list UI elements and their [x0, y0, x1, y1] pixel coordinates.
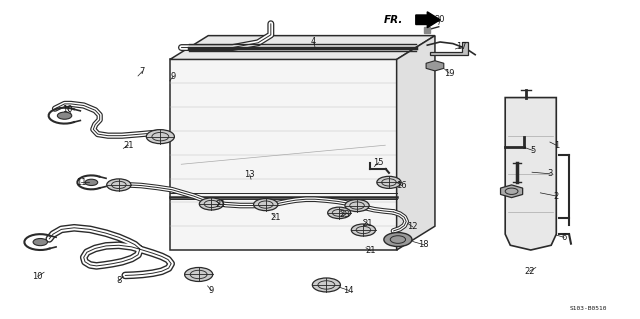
Circle shape — [312, 278, 340, 292]
Polygon shape — [500, 185, 523, 197]
Polygon shape — [426, 61, 444, 71]
Polygon shape — [430, 42, 468, 55]
Text: FR.: FR. — [384, 15, 403, 25]
Text: 10: 10 — [33, 272, 43, 281]
Text: 6: 6 — [561, 233, 566, 242]
Polygon shape — [505, 98, 556, 250]
Circle shape — [58, 112, 72, 119]
Circle shape — [199, 198, 223, 210]
Circle shape — [33, 239, 47, 246]
Text: S103-B0510: S103-B0510 — [570, 306, 607, 311]
Text: 5: 5 — [531, 146, 536, 155]
Text: 16: 16 — [396, 181, 407, 190]
Circle shape — [184, 268, 212, 281]
FancyArrow shape — [416, 12, 440, 28]
Circle shape — [147, 130, 174, 144]
Text: 21: 21 — [216, 200, 227, 209]
Text: 4: 4 — [311, 38, 316, 47]
Text: 22: 22 — [524, 267, 534, 276]
Text: 7: 7 — [140, 67, 145, 76]
Text: 2: 2 — [554, 191, 559, 201]
Circle shape — [253, 198, 278, 211]
Circle shape — [384, 233, 412, 247]
Text: 15: 15 — [374, 158, 384, 167]
Text: 12: 12 — [407, 222, 418, 231]
Circle shape — [107, 179, 131, 191]
Circle shape — [351, 224, 376, 236]
Text: 8: 8 — [116, 276, 122, 285]
Text: 17: 17 — [456, 42, 467, 51]
Text: 9: 9 — [209, 286, 214, 295]
Text: 1: 1 — [554, 141, 559, 150]
Circle shape — [328, 207, 351, 219]
Circle shape — [85, 179, 98, 186]
Polygon shape — [397, 36, 435, 250]
Text: 21: 21 — [366, 247, 376, 256]
Circle shape — [345, 199, 369, 211]
Text: 3: 3 — [547, 169, 552, 178]
Text: 20: 20 — [435, 15, 445, 24]
Text: 10: 10 — [63, 105, 73, 114]
Text: 21: 21 — [270, 213, 280, 222]
Polygon shape — [170, 36, 435, 59]
Text: 11: 11 — [76, 178, 86, 187]
Text: 21: 21 — [123, 141, 134, 150]
Polygon shape — [170, 59, 397, 250]
Text: 14: 14 — [344, 286, 354, 295]
Text: 21: 21 — [363, 219, 373, 228]
Text: 9: 9 — [170, 72, 176, 81]
Circle shape — [377, 176, 401, 189]
Text: 23: 23 — [339, 210, 349, 219]
Text: 18: 18 — [418, 240, 429, 249]
Text: 19: 19 — [444, 69, 454, 78]
Text: 13: 13 — [244, 170, 255, 179]
